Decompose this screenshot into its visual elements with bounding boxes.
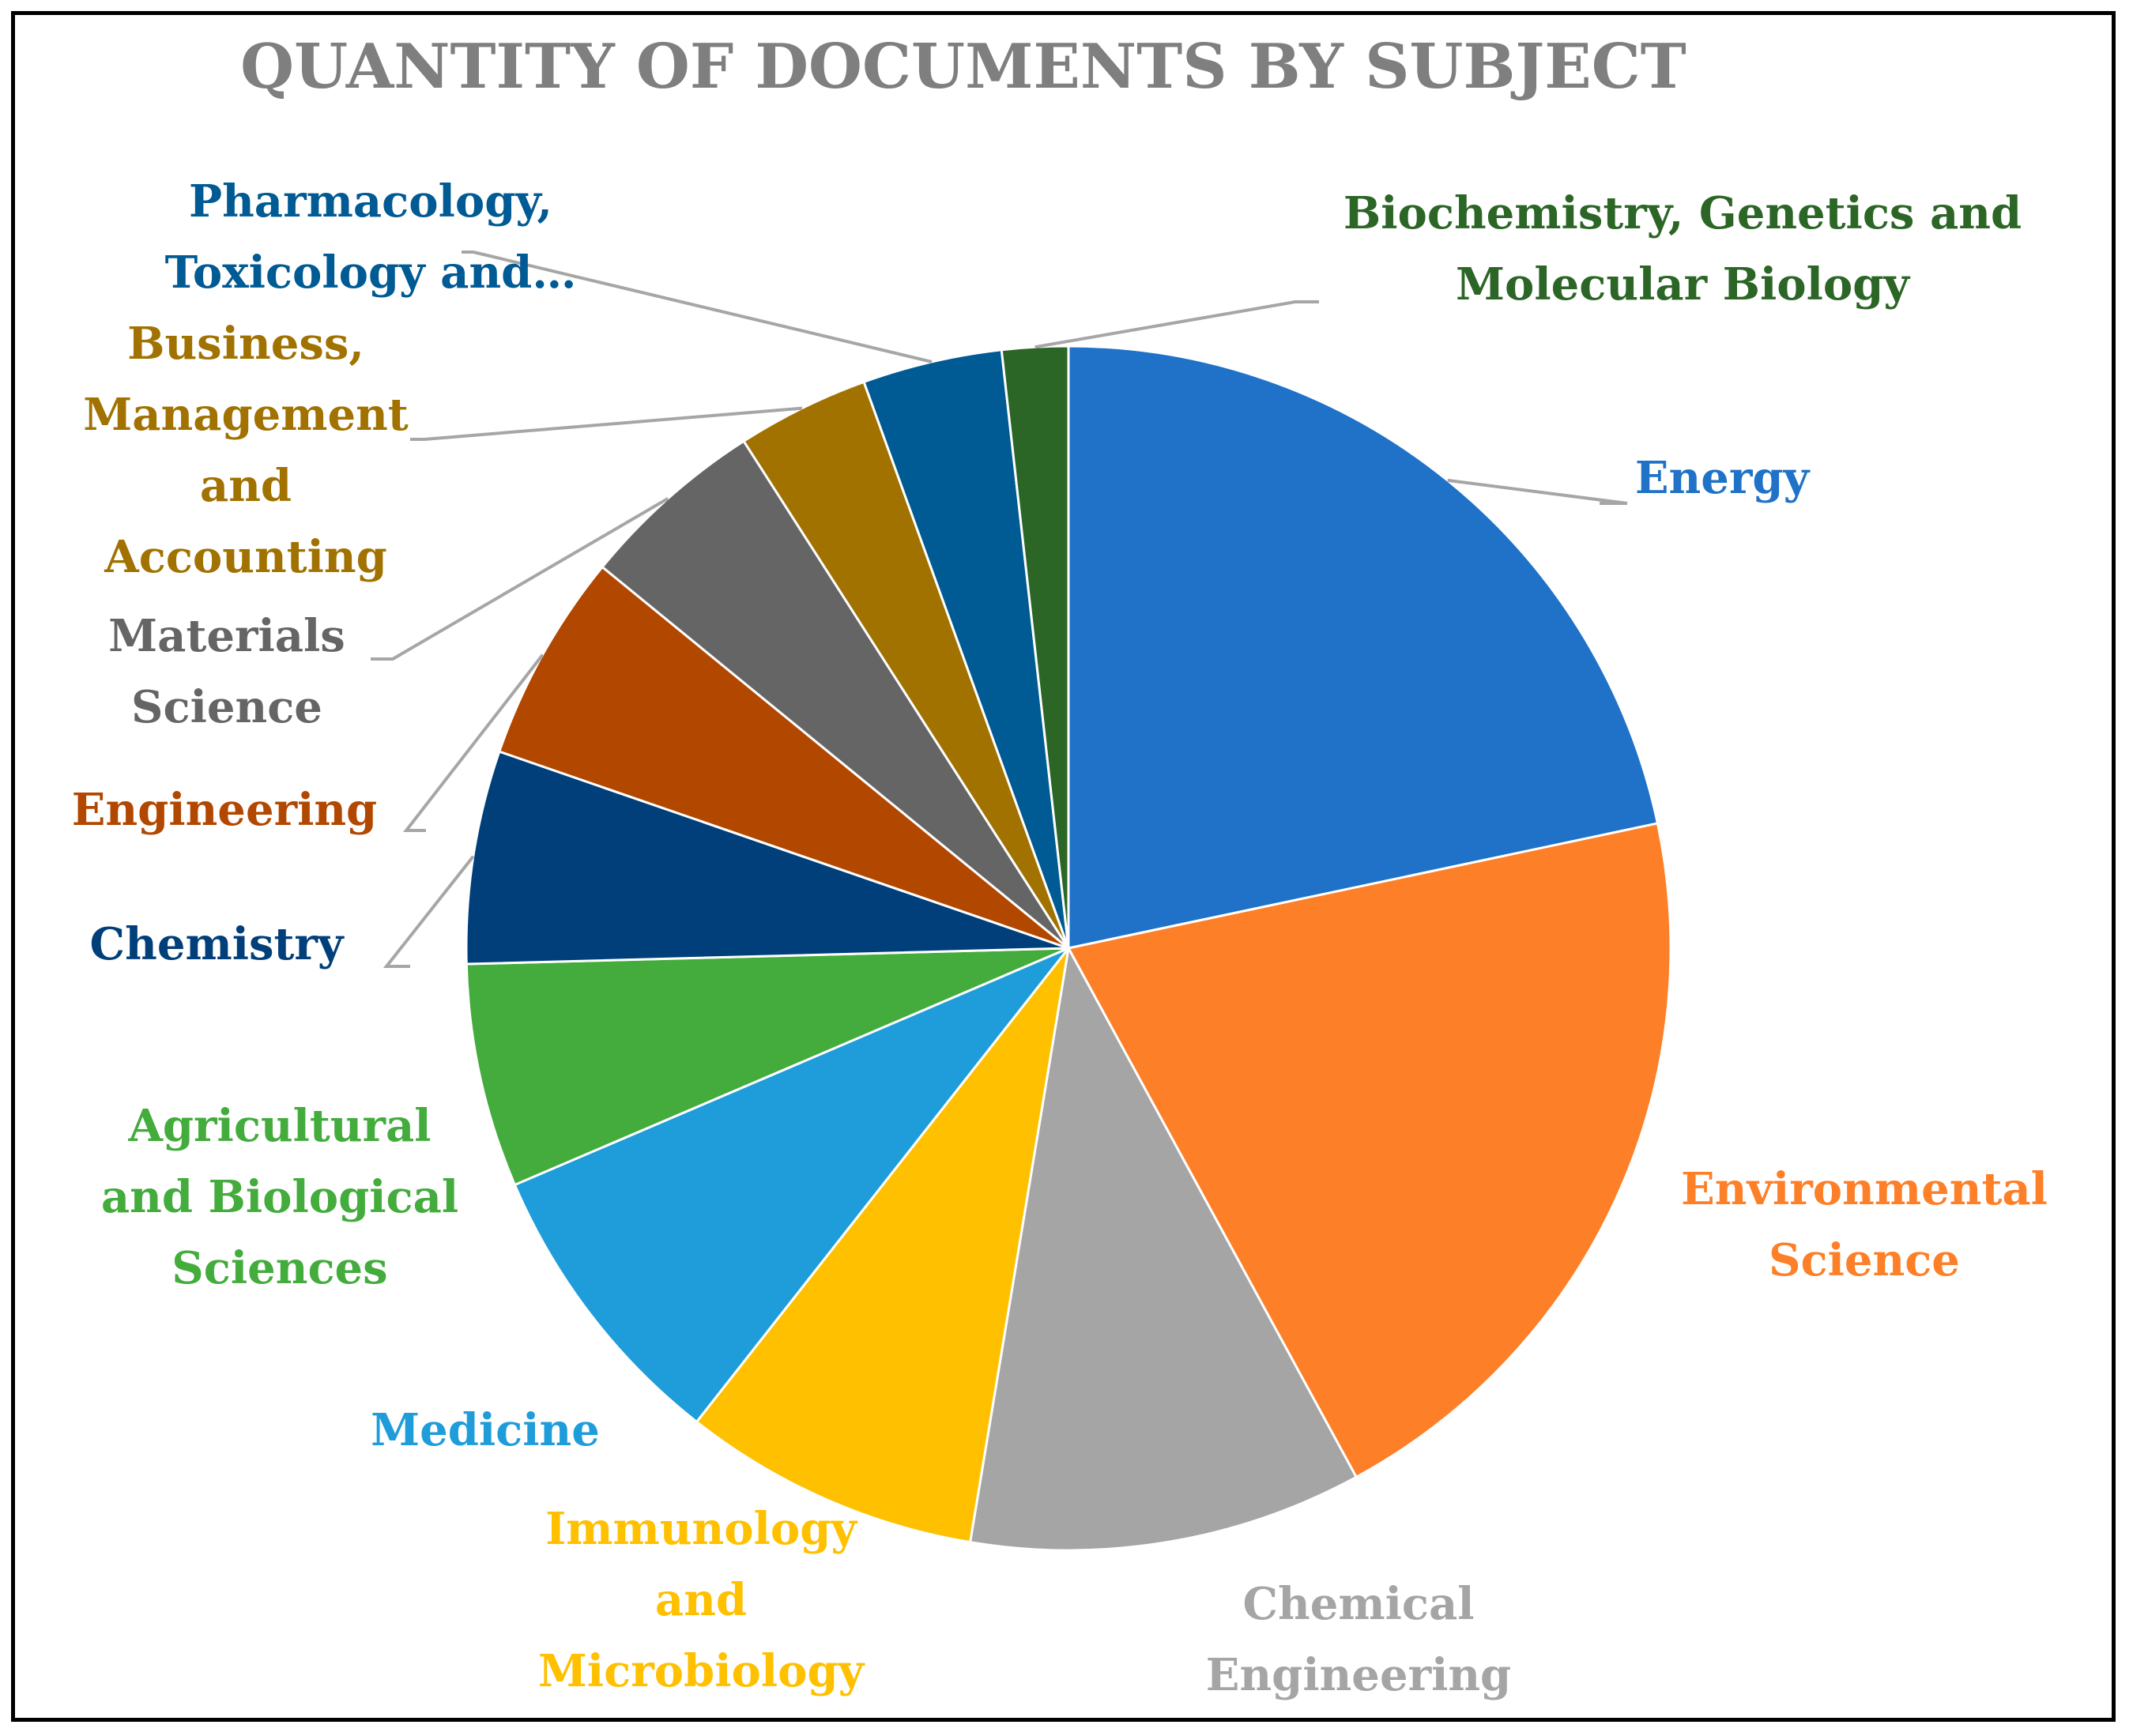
slice-labels: Energy Environmental Science Chemical Engine… [72,175,2048,1701]
slice-label-immunology-and-microbiology: Immunology and Microbiology [538,1503,865,1697]
slice-label-agricultural-and-biological-sciences: Agricultural and Biological Sciences [101,1100,458,1294]
leader-line-biochemistry-genetics-and-molecular-biology [1034,300,1319,349]
slice-label-chemistry: Chemistry [90,918,345,970]
pie-slice-environmental-science [1067,822,1672,1478]
slice-label-engineering: Engineering [72,784,377,836]
slice-label-chemical-engineering: Chemical Engineering [1206,1578,1511,1701]
leader-line-pharmacology-toxicology-and [462,250,933,363]
chart-frame: QUANTITY OF DOCUMENTS BY SUBJECT Energy E… [11,11,2116,1722]
slice-label-materials-science: Materials Science [108,610,345,733]
pie-slice-immunology-and-microbiology [695,947,1070,1544]
slice-label-biochemistry-genetics-and-molecular-biology: Biochemistry, Genetics and Molecular Biol… [1343,187,2022,311]
slice-label-environmental-science: Environmental Science [1681,1163,2048,1286]
chart-title: QUANTITY OF DOCUMENTS BY SUBJECT [240,31,1686,103]
slice-label-pharmacology-toxicology-and: Pharmacology, Toxicology and… [165,175,577,299]
slice-label-business-management-and-accounting: Business, Management and Accounting [83,318,409,583]
pie-slice-agricultural-and-biological-sciences [465,947,1070,1186]
pie-slice-medicine [513,947,1070,1423]
slice-label-medicine: Medicine [371,1404,600,1456]
leader-lines [371,250,1628,968]
pie-slice-chemical-engineering [969,947,1358,1552]
pie-slice-biochemistry-genetics-and-molecular-biology [1000,345,1070,950]
pie-chart: QUANTITY OF DOCUMENTS BY SUBJECT EnergyE… [72,31,2048,1701]
slice-label-energy: Energy [1635,452,1811,504]
leader-line-energy [1447,478,1628,505]
leader-line-chemistry [383,855,475,968]
pie-slice-chemistry [465,750,1070,966]
leader-line-materials-science [371,497,669,661]
pie-slice-materials-science [601,439,1070,950]
leader-line-engineering [402,653,545,832]
pie-slices [465,345,1672,1552]
leader-line-business-management-and-accounting [410,406,803,441]
